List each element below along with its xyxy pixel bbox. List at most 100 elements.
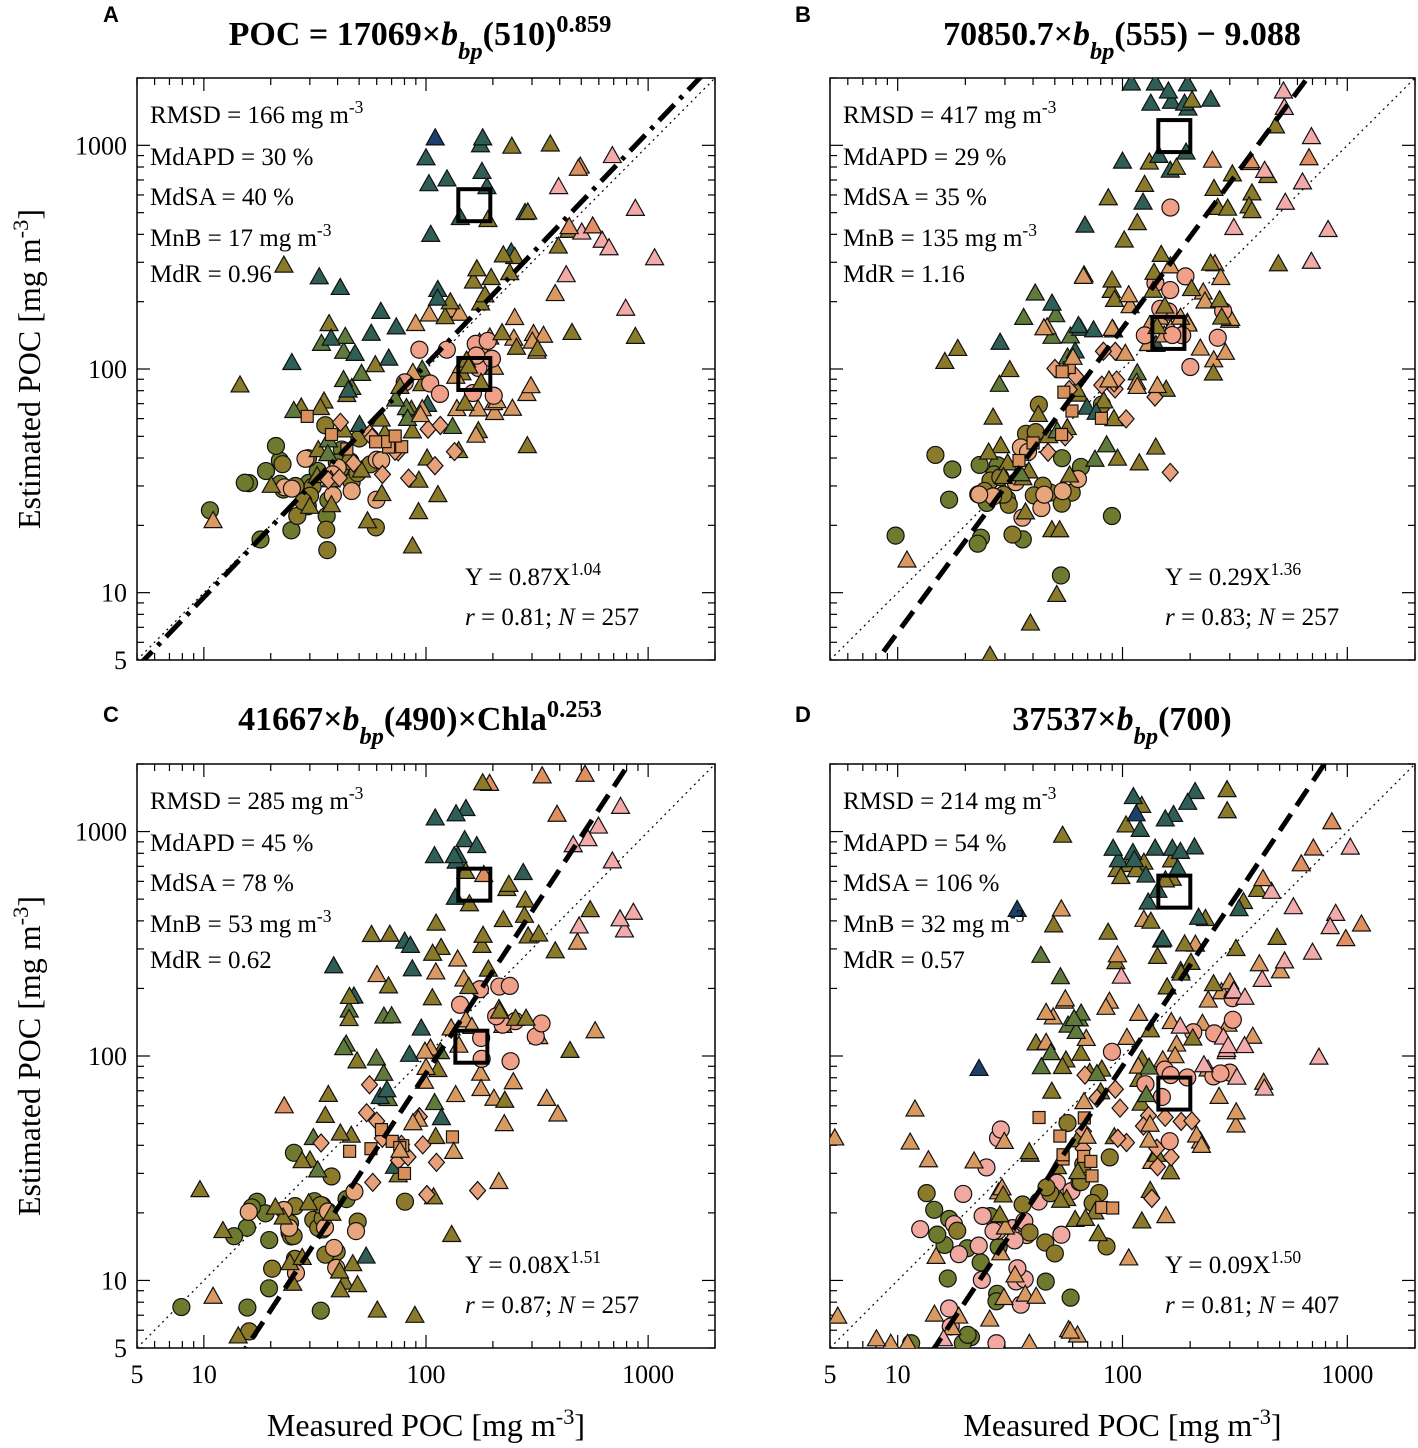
data-point <box>1084 449 1106 467</box>
data-point <box>899 1333 917 1348</box>
data-point <box>317 443 338 462</box>
data-point <box>435 306 456 325</box>
data-point <box>1351 913 1372 932</box>
data-point <box>1170 1015 1191 1034</box>
data-point <box>447 948 468 967</box>
data-point <box>1123 786 1144 805</box>
data-point <box>381 1005 402 1024</box>
data-point <box>321 494 342 513</box>
data-point <box>561 322 582 341</box>
panel-D: D 37537×bbp(700) 5 10 100 1000 Measured POC [m… <box>795 701 1416 1444</box>
data-point <box>1218 1035 1239 1054</box>
data-point <box>1070 1043 1091 1061</box>
data-point <box>1054 427 1069 442</box>
data-point <box>979 1308 1000 1327</box>
data-point <box>1126 859 1147 878</box>
data-point <box>260 1230 279 1250</box>
data-point <box>1050 1190 1071 1208</box>
data-point <box>1102 318 1123 337</box>
data-point <box>1065 404 1079 418</box>
data-point <box>1252 868 1274 887</box>
data-point <box>515 889 536 908</box>
data-point <box>425 807 446 826</box>
data-point <box>925 1200 944 1219</box>
data-point <box>445 365 466 384</box>
x-axis-label: Measured POC [mg m-3] <box>963 1404 1281 1444</box>
data-point <box>367 1299 388 1318</box>
data-point <box>471 161 492 179</box>
data-point <box>357 1102 376 1123</box>
data-point <box>473 925 494 943</box>
data-point <box>1138 891 1159 910</box>
data-point <box>1051 898 1072 917</box>
data-point <box>366 1047 387 1066</box>
data-point <box>283 400 304 419</box>
data-point <box>488 1171 509 1190</box>
panel-C: C 41667×bbp(490)×Chla0.253 5 10 100 1000 Estim… <box>8 696 716 1443</box>
data-point <box>1004 1264 1026 1283</box>
data-point <box>330 1122 351 1141</box>
data-point <box>300 409 314 423</box>
data-point <box>425 961 446 980</box>
data-point <box>427 287 448 306</box>
data-point <box>273 254 294 273</box>
data-point <box>1198 989 1219 1008</box>
data-point <box>968 534 987 553</box>
data-point <box>1242 1026 1263 1044</box>
y-tick-label: 1000 <box>75 818 127 847</box>
data-point <box>1012 453 1026 468</box>
data-point <box>1098 187 1119 206</box>
stats-block: RMSD = 417 mg m-3 MdAPD = 29 % MdSA = 35 %… <box>843 97 1057 288</box>
data-point <box>265 1196 286 1215</box>
data-point <box>1084 1154 1098 1169</box>
data-point <box>614 919 635 938</box>
data-point <box>425 1126 446 1145</box>
data-point <box>1160 1132 1179 1151</box>
data-point <box>319 313 340 332</box>
data-point <box>939 490 959 509</box>
data-point <box>1209 1086 1230 1104</box>
data-point <box>540 133 561 152</box>
data-point <box>1085 1169 1099 1183</box>
panel-title: POC = 17069×bbp(510)0.859 <box>229 11 612 65</box>
data-point <box>472 127 493 146</box>
data-point <box>1003 525 1022 544</box>
data-point <box>1161 198 1180 217</box>
y-tick-label: 100 <box>88 355 127 384</box>
highlight-box <box>1156 1075 1193 1112</box>
data-point <box>502 398 523 416</box>
data-point <box>318 1084 339 1103</box>
data-point <box>1074 214 1095 233</box>
data-point <box>296 449 315 468</box>
data-point <box>1066 1021 1087 1040</box>
data-point <box>1108 849 1129 868</box>
data-point <box>588 815 609 834</box>
fit-stats: r = 0.87; N = 257 <box>465 1292 639 1319</box>
data-point <box>517 201 538 220</box>
highlight-box <box>1156 873 1193 910</box>
data-point <box>582 215 603 234</box>
data-point <box>1217 800 1238 819</box>
data-point <box>400 935 421 953</box>
data-point <box>1161 91 1182 109</box>
data-point <box>411 1017 432 1036</box>
data-point <box>1076 396 1097 415</box>
data-point <box>938 1269 957 1288</box>
data-point <box>1148 145 1169 163</box>
data-point <box>1217 779 1238 798</box>
data-point <box>1161 462 1180 483</box>
data-point <box>1102 506 1122 526</box>
data-point <box>370 301 391 319</box>
data-point <box>410 404 431 423</box>
data-point <box>1226 1066 1247 1085</box>
data-point <box>580 899 601 918</box>
data-point <box>1083 319 1104 338</box>
data-point <box>414 1040 435 1059</box>
data-point <box>1007 899 1028 917</box>
data-point <box>615 298 636 316</box>
data-point <box>494 1113 515 1132</box>
data-point <box>324 427 339 442</box>
x-tick-label: 5 <box>824 1360 837 1389</box>
data-point <box>405 313 426 332</box>
